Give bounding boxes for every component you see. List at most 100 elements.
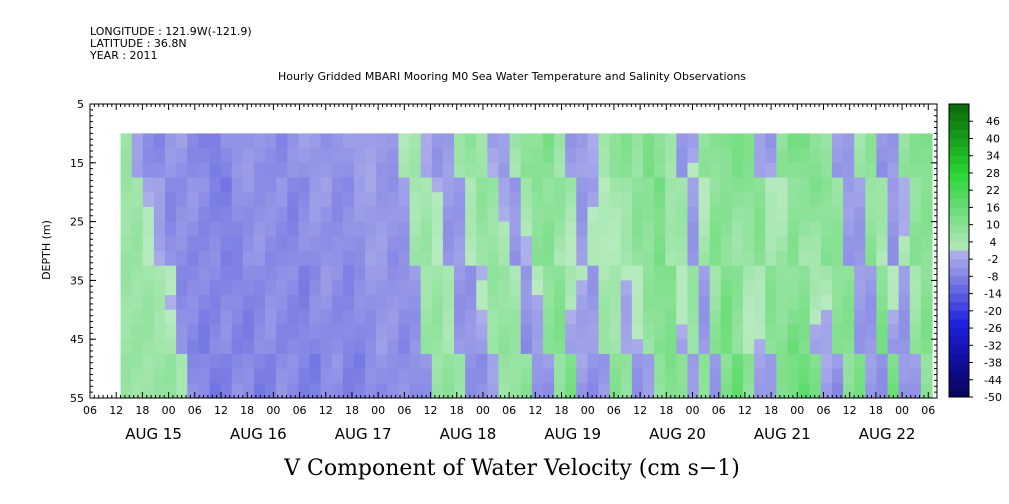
heatmap-cell (442, 265, 455, 281)
heatmap-cell (176, 339, 188, 355)
heatmap-cell (665, 221, 677, 237)
heatmap-cell (631, 280, 644, 296)
heatmap-cell (576, 309, 589, 326)
heatmap-cell (698, 309, 711, 326)
heatmap-cell (465, 339, 477, 355)
heatmap-cell (620, 265, 633, 281)
heatmap-cell (920, 324, 933, 340)
heatmap-cell (642, 236, 655, 252)
heatmap-cell (898, 295, 911, 311)
heatmap-cell (287, 339, 300, 355)
heatmap-cell (309, 265, 322, 281)
heatmap-cell (298, 162, 311, 179)
heatmap-cell (565, 309, 577, 326)
colorbar-tick-label: -20 (984, 305, 1002, 318)
heatmap-cell (865, 368, 878, 384)
heatmap-cell (843, 265, 855, 281)
heatmap-cell (787, 309, 800, 326)
heatmap-cell (498, 383, 511, 399)
heatmap-cell (654, 383, 666, 399)
heatmap-cell (698, 368, 711, 384)
heatmap-cell (509, 309, 522, 326)
heatmap-cell (798, 162, 811, 179)
heatmap-cell (220, 309, 233, 326)
heatmap-cell (898, 339, 911, 355)
heatmap-cell (220, 295, 233, 311)
heatmap-cell (898, 368, 911, 384)
heatmap-cell (820, 353, 833, 370)
colorbar-tick-label: -26 (984, 322, 1002, 335)
heatmap-cell (131, 383, 144, 399)
heatmap-cell (654, 192, 666, 208)
heatmap-cell (831, 236, 844, 252)
heatmap-cell (487, 162, 500, 179)
heatmap-cell (887, 324, 900, 340)
heatmap-cell (542, 280, 555, 296)
heatmap-cell (598, 368, 611, 384)
heatmap-cell (487, 236, 500, 252)
heatmap-cell (654, 339, 666, 355)
heatmap-cell (242, 251, 255, 267)
heatmap-cell (554, 265, 566, 281)
x-tick-label: 00 (790, 404, 804, 417)
heatmap-cell (676, 309, 689, 326)
heatmap-cell (709, 251, 722, 267)
y-tick-label: 25 (70, 216, 84, 229)
heatmap-cell (820, 368, 833, 384)
heatmap-cell (820, 251, 833, 267)
heatmap-cell (654, 309, 666, 326)
colorbar-tick-label: -2 (988, 253, 999, 266)
heatmap-cell (420, 339, 433, 355)
heatmap-cell (709, 192, 722, 208)
heatmap-cell (409, 368, 422, 384)
heatmap-cell (731, 368, 744, 384)
heatmap-cell (331, 148, 344, 164)
heatmap-cell (476, 324, 488, 340)
heatmap-cell (654, 251, 666, 267)
heatmap-cell (542, 133, 555, 149)
heatmap-cell (909, 162, 922, 179)
heatmap-cell (909, 324, 922, 340)
heatmap-cell (231, 177, 244, 193)
heatmap-cell (242, 177, 255, 193)
heatmap-cell (409, 221, 422, 237)
heatmap-cell (198, 265, 211, 281)
heatmap-cell (253, 339, 266, 355)
x-tick-label: 06 (921, 404, 935, 417)
heatmap-cell (754, 162, 766, 179)
heatmap-cell (431, 133, 444, 149)
heatmap-cell (265, 280, 277, 296)
heatmap-cell (509, 324, 522, 340)
heatmap-cell (176, 251, 188, 267)
heatmap-cell (298, 133, 311, 149)
heatmap-cell (309, 339, 322, 355)
heatmap-cell (665, 295, 677, 311)
heatmap-cell (342, 133, 355, 149)
heatmap-cell (276, 309, 288, 326)
heatmap-cell (153, 339, 166, 355)
heatmap-cell (276, 251, 288, 267)
heatmap-cell (609, 177, 622, 193)
heatmap-cell (265, 324, 277, 340)
heatmap-cell (809, 368, 822, 384)
heatmap-cell (720, 206, 733, 223)
heatmap-cell (287, 280, 300, 296)
heatmap-cell (531, 265, 544, 281)
heatmap-cell (376, 295, 388, 311)
heatmap-cell (587, 383, 600, 399)
colorbar-band (949, 121, 969, 131)
heatmap-cell (165, 339, 177, 355)
heatmap-cell (598, 192, 611, 208)
heatmap-cell (398, 192, 411, 208)
heatmap-cell (465, 251, 477, 267)
x-tick-label: 00 (686, 404, 700, 417)
heatmap-cell (620, 162, 633, 179)
heatmap-cell (509, 280, 522, 296)
heatmap-cell (320, 177, 333, 193)
longitude-label: LONGITUDE : 121.9W(-121.9) (90, 25, 252, 38)
heatmap-cell (476, 339, 488, 355)
heatmap-cell (353, 280, 366, 296)
heatmap-cell (376, 280, 388, 296)
heatmap-cell (898, 353, 911, 370)
heatmap-cell (765, 383, 777, 399)
